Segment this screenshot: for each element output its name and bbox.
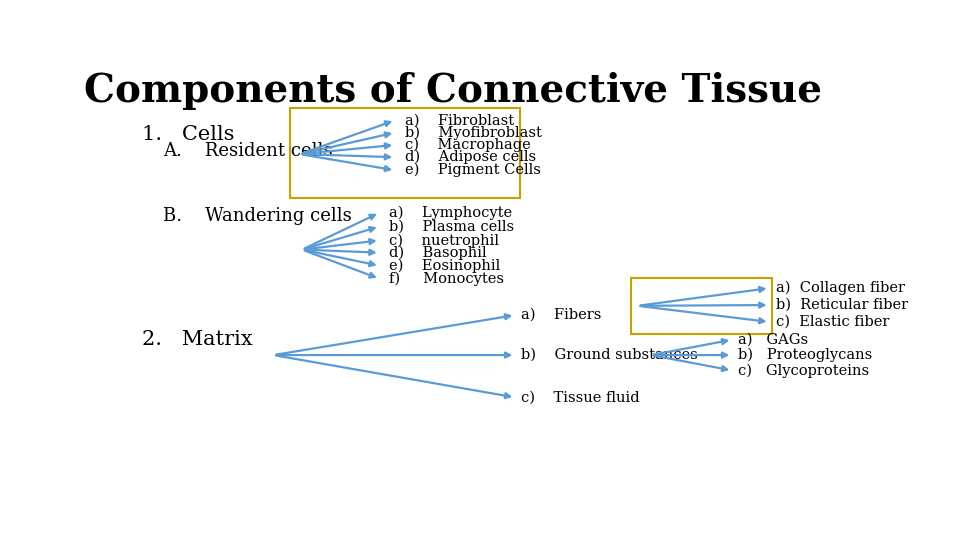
Text: 1.   Cells: 1. Cells [142, 125, 234, 144]
Text: c)    nuetrophil: c) nuetrophil [389, 233, 499, 247]
Text: f)     Monocytes: f) Monocytes [389, 272, 504, 286]
Text: b)   Proteoglycans: b) Proteoglycans [738, 348, 873, 362]
Text: a)    Lymphocyte: a) Lymphocyte [389, 205, 512, 220]
Text: e)    Pigment Cells: e) Pigment Cells [405, 163, 541, 178]
Text: b)    Myofibroblast: b) Myofibroblast [405, 125, 542, 140]
Text: b)    Ground substances: b) Ground substances [521, 348, 698, 362]
Text: a)    Fibroblast: a) Fibroblast [405, 113, 515, 127]
Text: e)    Eosinophil: e) Eosinophil [389, 259, 500, 273]
Text: d)    Basophil: d) Basophil [389, 246, 487, 260]
Text: a)   GAGs: a) GAGs [738, 333, 808, 347]
FancyBboxPatch shape [631, 278, 772, 334]
Text: b)    Plasma cells: b) Plasma cells [389, 219, 514, 233]
Text: c)    Tissue fluid: c) Tissue fluid [521, 390, 640, 404]
FancyBboxPatch shape [290, 108, 520, 198]
Text: b)  Reticular fiber: b) Reticular fiber [776, 298, 908, 312]
Text: B.    Wandering cells: B. Wandering cells [162, 207, 351, 225]
Text: c)   Glycoproteins: c) Glycoproteins [738, 363, 870, 377]
Text: a)  Collagen fiber: a) Collagen fiber [776, 281, 904, 295]
Text: Components of Connective Tissue: Components of Connective Tissue [84, 72, 823, 111]
Text: A.    Resident cells: A. Resident cells [162, 142, 332, 160]
Text: a)    Fibers: a) Fibers [521, 308, 602, 322]
Text: d)    Adipose cells: d) Adipose cells [405, 150, 537, 164]
Text: c)  Elastic fiber: c) Elastic fiber [776, 315, 889, 329]
Text: 2.   Matrix: 2. Matrix [142, 330, 252, 349]
Text: c)    Macrophage: c) Macrophage [405, 138, 531, 152]
